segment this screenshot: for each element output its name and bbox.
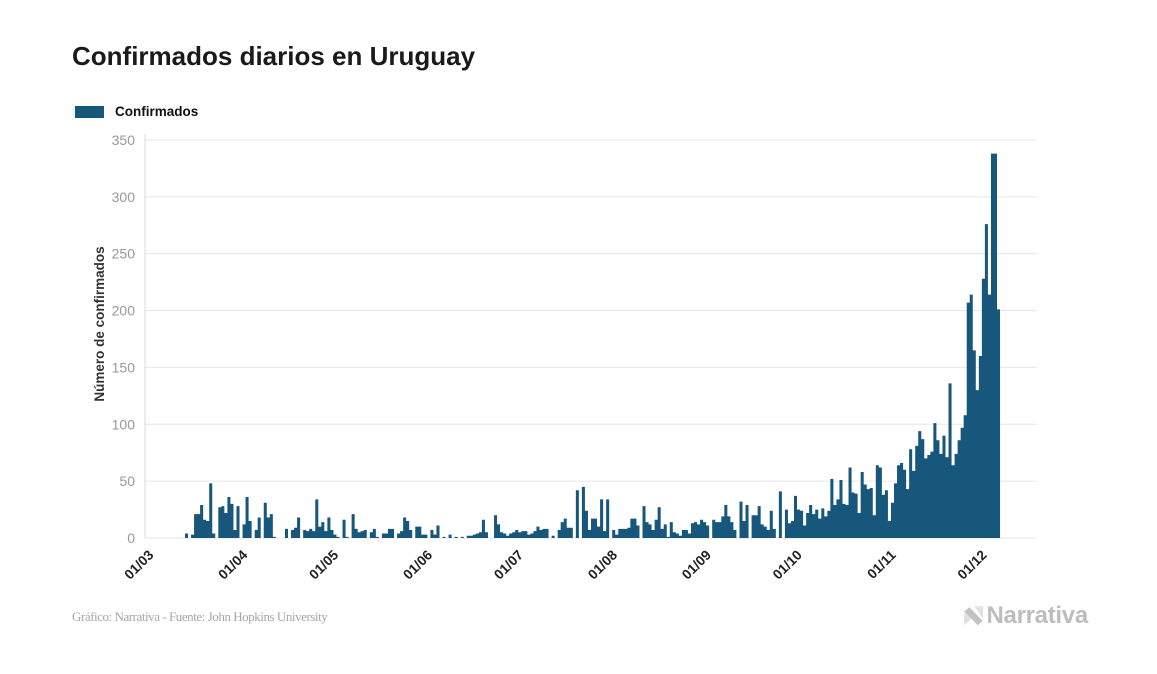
svg-text:01/09: 01/09 — [679, 547, 714, 582]
svg-text:150: 150 — [112, 359, 136, 375]
svg-text:0: 0 — [127, 530, 135, 546]
svg-text:01/04: 01/04 — [215, 547, 250, 582]
svg-text:300: 300 — [112, 189, 136, 205]
svg-text:250: 250 — [112, 246, 136, 262]
svg-text:200: 200 — [112, 303, 136, 319]
svg-text:01/11: 01/11 — [864, 547, 899, 582]
svg-text:01/08: 01/08 — [585, 547, 620, 582]
svg-text:01/10: 01/10 — [770, 547, 805, 582]
svg-text:01/07: 01/07 — [491, 547, 526, 582]
svg-text:Número de confirmados: Número de confirmados — [92, 246, 107, 401]
svg-text:100: 100 — [112, 416, 136, 432]
svg-text:01/12: 01/12 — [955, 547, 990, 582]
svg-text:50: 50 — [119, 473, 135, 489]
svg-text:01/05: 01/05 — [306, 547, 341, 582]
svg-text:01/03: 01/03 — [121, 547, 156, 582]
svg-text:350: 350 — [112, 132, 136, 148]
svg-text:01/06: 01/06 — [400, 547, 435, 582]
